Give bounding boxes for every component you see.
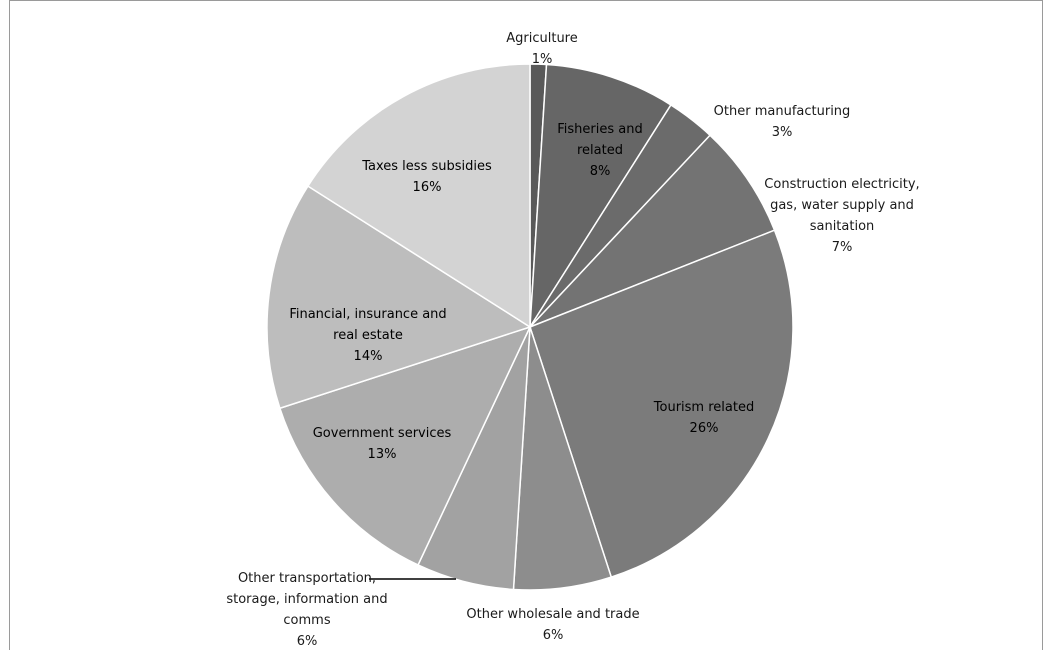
slice-percent-label: 16% xyxy=(413,180,442,195)
slice-category-label: Tourism related xyxy=(653,400,754,415)
pie-slice-3 xyxy=(529,134,776,328)
slice-percent-label: 6% xyxy=(297,634,318,649)
slice-category-label: Agriculture xyxy=(506,31,578,46)
slice-label-7: Government services 13% xyxy=(313,426,452,462)
slice-percent-label: 14% xyxy=(354,349,383,364)
slice-label-4: Tourism related 26% xyxy=(653,400,754,436)
pie-slice-4 xyxy=(529,229,794,579)
slice-label-2: Other manufacturing 3% xyxy=(714,104,851,140)
slice-category-label: related xyxy=(577,143,623,158)
pie-slice-9 xyxy=(306,63,531,329)
chart-frame: Agriculture 1% Fisheries and related 8% Other… xyxy=(9,0,1043,650)
slice-label-3: Construction electricity, gas, water supp… xyxy=(764,177,919,255)
slices-layer xyxy=(266,63,794,591)
slice-percent-label: 1% xyxy=(532,52,553,67)
slice-percent-label: 3% xyxy=(772,125,793,140)
slice-category-label: comms xyxy=(283,613,330,628)
slice-label-0: Agriculture 1% xyxy=(506,31,578,67)
slice-category-label: Taxes less subsidies xyxy=(361,159,492,174)
slice-percent-label: 7% xyxy=(832,240,853,255)
slice-percent-label: 13% xyxy=(368,447,397,462)
slice-category-label: storage, information and xyxy=(226,592,387,607)
slice-category-label: Government services xyxy=(313,426,452,441)
slice-category-label: Other transportation, xyxy=(238,571,376,586)
slice-percent-label: 6% xyxy=(543,628,564,643)
slice-label-9: Taxes less subsidies 16% xyxy=(361,159,492,195)
slice-label-1: Fisheries and related 8% xyxy=(557,122,642,179)
slice-percent-label: 26% xyxy=(690,421,719,436)
slice-category-label: Construction electricity, xyxy=(764,177,919,192)
slice-percent-label: 8% xyxy=(590,164,611,179)
pie-chart: Agriculture 1% Fisheries and related 8% Other… xyxy=(226,31,919,649)
pie-slice-7 xyxy=(278,325,532,566)
slice-category-label: gas, water supply and xyxy=(770,198,914,213)
pie-slice-1 xyxy=(529,63,672,328)
slice-label-5: Other wholesale and trade 6% xyxy=(466,607,639,643)
slice-label-6: Other transportation, storage, informatio… xyxy=(226,571,387,649)
pie-slice-8 xyxy=(266,185,532,410)
slice-category-label: Financial, insurance and xyxy=(289,307,446,322)
slice-category-label: sanitation xyxy=(810,219,875,234)
slice-category-label: real estate xyxy=(333,328,403,343)
slice-label-8: Financial, insurance and real estate 14% xyxy=(289,307,446,364)
slice-category-label: Other wholesale and trade xyxy=(466,607,639,622)
labels-layer: Agriculture 1% Fisheries and related 8% Other… xyxy=(226,31,919,649)
slice-category-label: Other manufacturing xyxy=(714,104,851,119)
slice-category-label: Fisheries and xyxy=(557,122,642,137)
